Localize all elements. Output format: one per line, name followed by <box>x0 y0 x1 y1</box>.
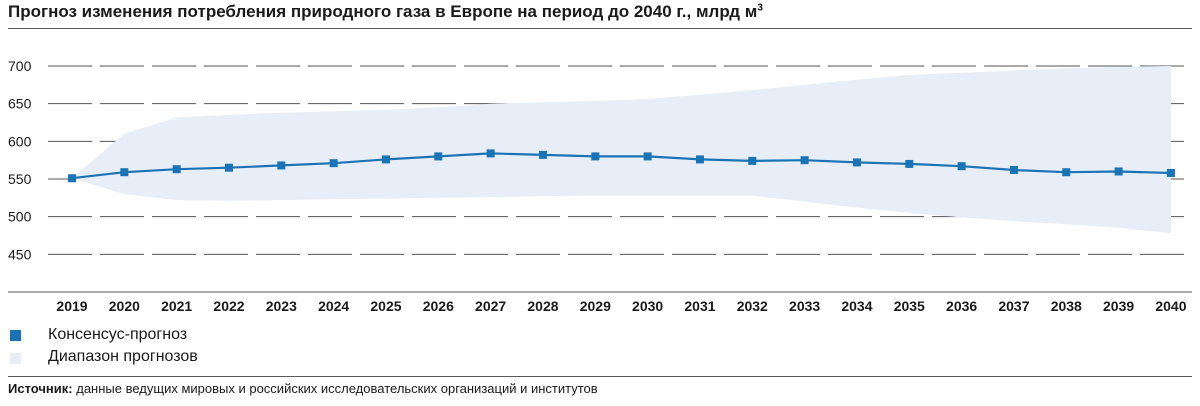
data-point <box>538 150 547 159</box>
x-tick-label: 2028 <box>527 298 558 314</box>
source-label: Источник: <box>8 381 73 396</box>
x-axis-ticks: 2019 2020 2021 2022 2023 2024 2025 2026 2027 2028… <box>56 298 1186 314</box>
data-point <box>800 156 809 165</box>
x-tick-label: 2024 <box>318 298 349 314</box>
y-tick-label: 500 <box>8 209 32 225</box>
data-point <box>905 159 914 168</box>
x-tick-label: 2030 <box>632 298 663 314</box>
legend-label: Диапазон прогнозов <box>48 348 198 365</box>
data-point <box>643 152 652 161</box>
title-divider <box>8 28 1192 29</box>
data-point <box>1114 167 1123 176</box>
data-point <box>434 152 443 161</box>
series-line <box>71 152 1171 180</box>
data-point <box>381 155 390 164</box>
x-tick-label: 2025 <box>370 298 401 314</box>
x-tick-label: 2021 <box>161 298 192 314</box>
legend-label: Консенсус-прогноз <box>48 326 188 343</box>
data-point <box>224 163 233 172</box>
x-tick-label: 2035 <box>894 298 925 314</box>
y-tick-label: 450 <box>8 246 32 262</box>
data-point <box>748 156 757 165</box>
data-point <box>695 155 704 164</box>
x-tick-label: 2022 <box>213 298 244 314</box>
data-point <box>329 159 338 168</box>
x-tick-label: 2040 <box>1155 298 1186 314</box>
x-tick-label: 2037 <box>998 298 1029 314</box>
forecast-range <box>72 66 1171 234</box>
data-point <box>1166 168 1175 177</box>
source-note: Источник: данные ведущих мировых и росси… <box>8 381 598 396</box>
x-tick-label: 2036 <box>946 298 977 314</box>
y-tick-label: 700 <box>8 58 32 74</box>
x-tick-label: 2031 <box>684 298 715 314</box>
y-tick-label: 600 <box>8 133 32 149</box>
chart-title: Прогноз изменения потребления природного… <box>8 2 763 22</box>
data-point <box>68 174 76 183</box>
data-point <box>1009 165 1018 174</box>
y-axis-ticks: 700 650 600 550 500 450 <box>8 58 32 262</box>
x-tick-label: 2023 <box>266 298 297 314</box>
source-text: данные ведущих мировых и российских иссл… <box>72 381 598 396</box>
data-point <box>120 168 129 177</box>
x-tick-label: 2029 <box>580 298 611 314</box>
chart-title-text: Прогноз изменения потребления природного… <box>8 2 758 21</box>
legend-area-icon <box>10 353 21 364</box>
chart-title-superscript: 3 <box>757 2 763 14</box>
source-divider <box>8 376 1192 377</box>
range-band <box>72 66 1171 234</box>
data-point <box>1062 168 1071 177</box>
data-point <box>172 165 181 174</box>
series-lines <box>71 152 1171 180</box>
legend-marker-icon <box>10 330 21 341</box>
x-tick-label: 2032 <box>737 298 768 314</box>
x-tick-label: 2027 <box>475 298 506 314</box>
x-tick-label: 2020 <box>109 298 140 314</box>
data-point <box>852 158 861 167</box>
data-point <box>591 152 600 161</box>
series-markers <box>68 149 1175 183</box>
data-point <box>957 162 966 171</box>
x-tick-label: 2019 <box>56 298 87 314</box>
x-tick-label: 2038 <box>1051 298 1082 314</box>
x-tick-label: 2039 <box>1103 298 1134 314</box>
x-tick-label: 2033 <box>789 298 820 314</box>
data-point <box>486 149 495 158</box>
data-point <box>277 161 286 170</box>
x-tick-label: 2034 <box>841 298 872 314</box>
x-tick-label: 2026 <box>423 298 454 314</box>
y-tick-label: 550 <box>8 171 32 187</box>
y-tick-label: 650 <box>8 96 32 112</box>
